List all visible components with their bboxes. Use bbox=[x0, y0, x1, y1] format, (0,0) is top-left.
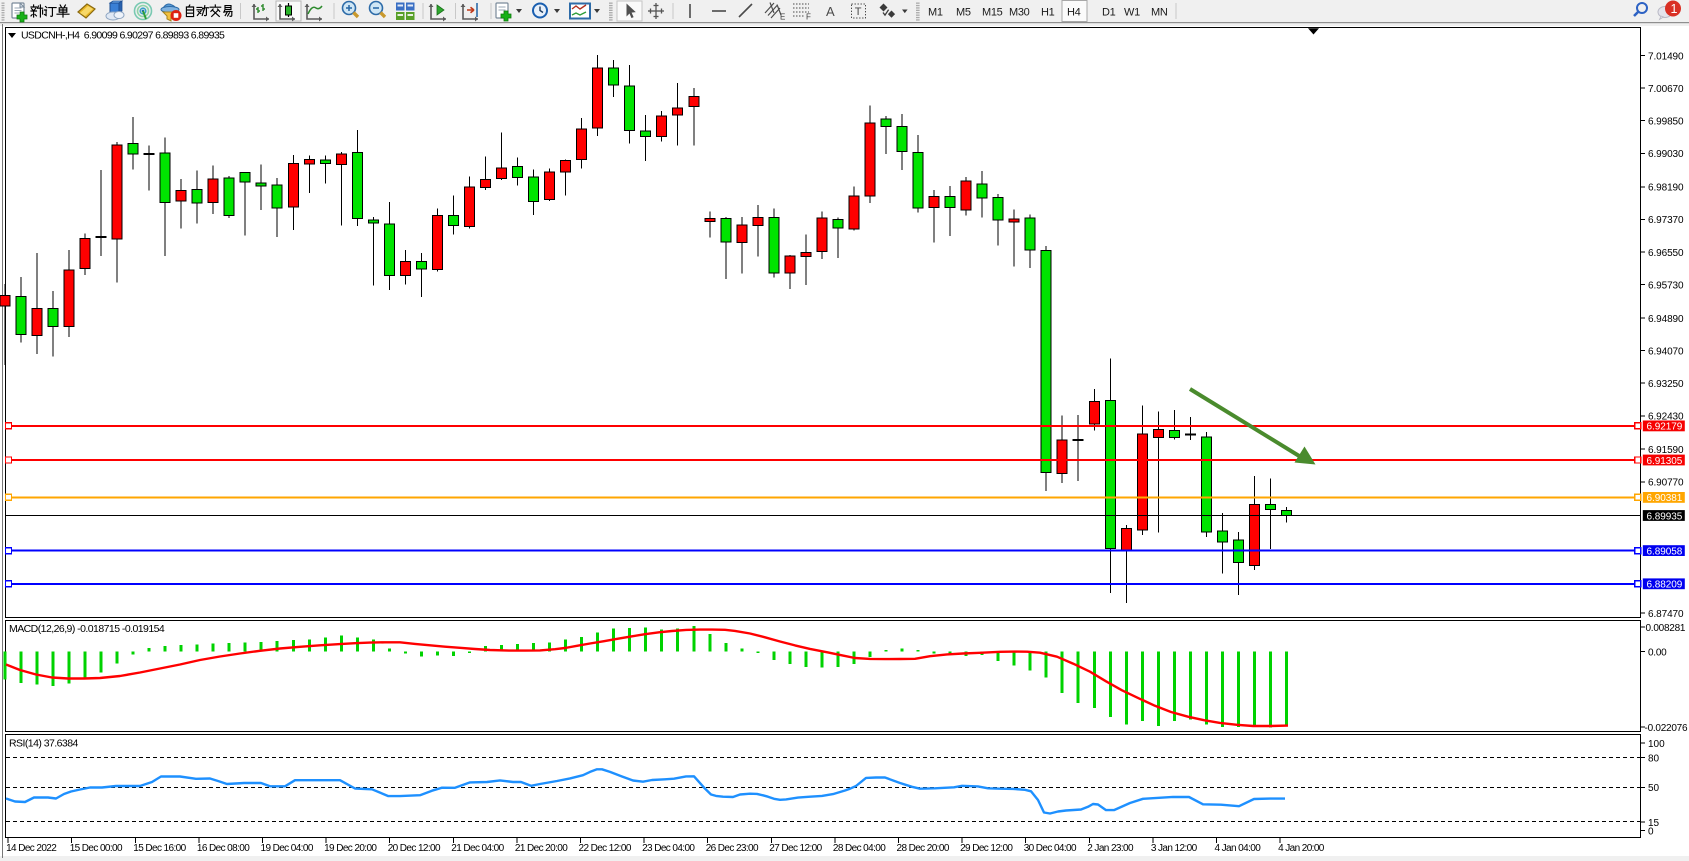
svg-text:-0.022076: -0.022076 bbox=[1645, 723, 1688, 734]
svg-text:19 Dec 04:00: 19 Dec 04:00 bbox=[261, 843, 314, 854]
svg-text:15 Dec 00:00: 15 Dec 00:00 bbox=[70, 843, 123, 854]
svg-text:F: F bbox=[806, 13, 811, 22]
svg-text:16 Dec 08:00: 16 Dec 08:00 bbox=[197, 843, 250, 854]
svg-text:6.94070: 6.94070 bbox=[1648, 346, 1684, 357]
svg-text:6.96550: 6.96550 bbox=[1648, 248, 1684, 259]
svg-text:7.01490: 7.01490 bbox=[1648, 51, 1684, 62]
svg-text:0.008281: 0.008281 bbox=[1646, 623, 1686, 634]
svg-text:4 Jan 04:00: 4 Jan 04:00 bbox=[1215, 843, 1262, 854]
svg-text:14 Dec 2022: 14 Dec 2022 bbox=[6, 843, 57, 854]
svg-text:6.92179: 6.92179 bbox=[1647, 422, 1683, 433]
svg-text:W1: W1 bbox=[1124, 7, 1140, 19]
svg-text:23 Dec 04:00: 23 Dec 04:00 bbox=[642, 843, 695, 854]
svg-text:MACD(12,26,9) -0.018715 -0.019: MACD(12,26,9) -0.018715 -0.019154 bbox=[9, 623, 165, 635]
svg-text:28 Dec 04:00: 28 Dec 04:00 bbox=[833, 843, 886, 854]
svg-text:30 Dec 04:00: 30 Dec 04:00 bbox=[1024, 843, 1077, 854]
svg-text:6.89058: 6.89058 bbox=[1647, 546, 1683, 557]
svg-text:28 Dec 20:00: 28 Dec 20:00 bbox=[897, 843, 950, 854]
svg-text:6.89935: 6.89935 bbox=[1647, 511, 1683, 522]
svg-text:RSI(14) 37.6384: RSI(14) 37.6384 bbox=[9, 738, 79, 750]
svg-text:6.95730: 6.95730 bbox=[1648, 280, 1684, 291]
svg-text:6.90381: 6.90381 bbox=[1647, 493, 1683, 504]
svg-text:19 Dec 20:00: 19 Dec 20:00 bbox=[324, 843, 377, 854]
svg-text:1: 1 bbox=[1671, 2, 1678, 16]
svg-text:E: E bbox=[780, 13, 785, 22]
svg-text:6.88209: 6.88209 bbox=[1647, 580, 1683, 591]
svg-text:6.94890: 6.94890 bbox=[1648, 314, 1684, 325]
svg-text:27 Dec 12:00: 27 Dec 12:00 bbox=[769, 843, 822, 854]
svg-text:6.97370: 6.97370 bbox=[1648, 215, 1684, 226]
svg-text:D1: D1 bbox=[1102, 7, 1116, 19]
svg-text:6.99030: 6.99030 bbox=[1648, 149, 1684, 160]
svg-text:M30: M30 bbox=[1009, 7, 1030, 19]
svg-text:22 Dec 12:00: 22 Dec 12:00 bbox=[579, 843, 632, 854]
svg-text:6.92430: 6.92430 bbox=[1648, 412, 1684, 423]
svg-text:3 Jan 12:00: 3 Jan 12:00 bbox=[1151, 843, 1198, 854]
svg-text:7.00670: 7.00670 bbox=[1648, 84, 1684, 95]
svg-text:6.91590: 6.91590 bbox=[1648, 445, 1684, 456]
svg-text:6.87470: 6.87470 bbox=[1648, 609, 1684, 620]
svg-text:4 Jan 20:00: 4 Jan 20:00 bbox=[1278, 843, 1325, 854]
svg-text:0: 0 bbox=[1648, 826, 1654, 837]
svg-text:6.90770: 6.90770 bbox=[1648, 478, 1684, 489]
svg-text:T: T bbox=[855, 6, 862, 18]
svg-text:26 Dec 23:00: 26 Dec 23:00 bbox=[706, 843, 759, 854]
svg-text:20 Dec 12:00: 20 Dec 12:00 bbox=[388, 843, 441, 854]
svg-text:15: 15 bbox=[1648, 818, 1660, 829]
svg-text:0.00: 0.00 bbox=[1648, 647, 1667, 658]
svg-text:21 Dec 20:00: 21 Dec 20:00 bbox=[515, 843, 568, 854]
svg-text:6.93250: 6.93250 bbox=[1648, 379, 1684, 390]
svg-text:6.99850: 6.99850 bbox=[1648, 117, 1684, 128]
svg-text:50: 50 bbox=[1648, 783, 1660, 794]
svg-text:H4: H4 bbox=[1067, 7, 1081, 19]
svg-text:2 Jan 23:00: 2 Jan 23:00 bbox=[1087, 843, 1134, 854]
svg-text:21 Dec 04:00: 21 Dec 04:00 bbox=[451, 843, 504, 854]
svg-text:6.98190: 6.98190 bbox=[1648, 183, 1684, 194]
svg-text:100: 100 bbox=[1648, 739, 1665, 750]
svg-text:M1: M1 bbox=[928, 7, 943, 19]
svg-text:MN: MN bbox=[1151, 7, 1168, 19]
svg-text:USDCNH-,H4 6.90099 6.90297 6.: USDCNH-,H4 6.90099 6.90297 6.89893 6.899… bbox=[21, 30, 225, 42]
svg-text:H1: H1 bbox=[1041, 7, 1055, 19]
svg-text:15 Dec 16:00: 15 Dec 16:00 bbox=[133, 843, 186, 854]
svg-text:M5: M5 bbox=[956, 7, 971, 19]
svg-text:M15: M15 bbox=[982, 7, 1003, 19]
svg-text:6.91305: 6.91305 bbox=[1647, 456, 1683, 467]
svg-text:29 Dec 12:00: 29 Dec 12:00 bbox=[960, 843, 1013, 854]
svg-text:80: 80 bbox=[1648, 754, 1660, 765]
svg-text:A: A bbox=[826, 4, 835, 19]
